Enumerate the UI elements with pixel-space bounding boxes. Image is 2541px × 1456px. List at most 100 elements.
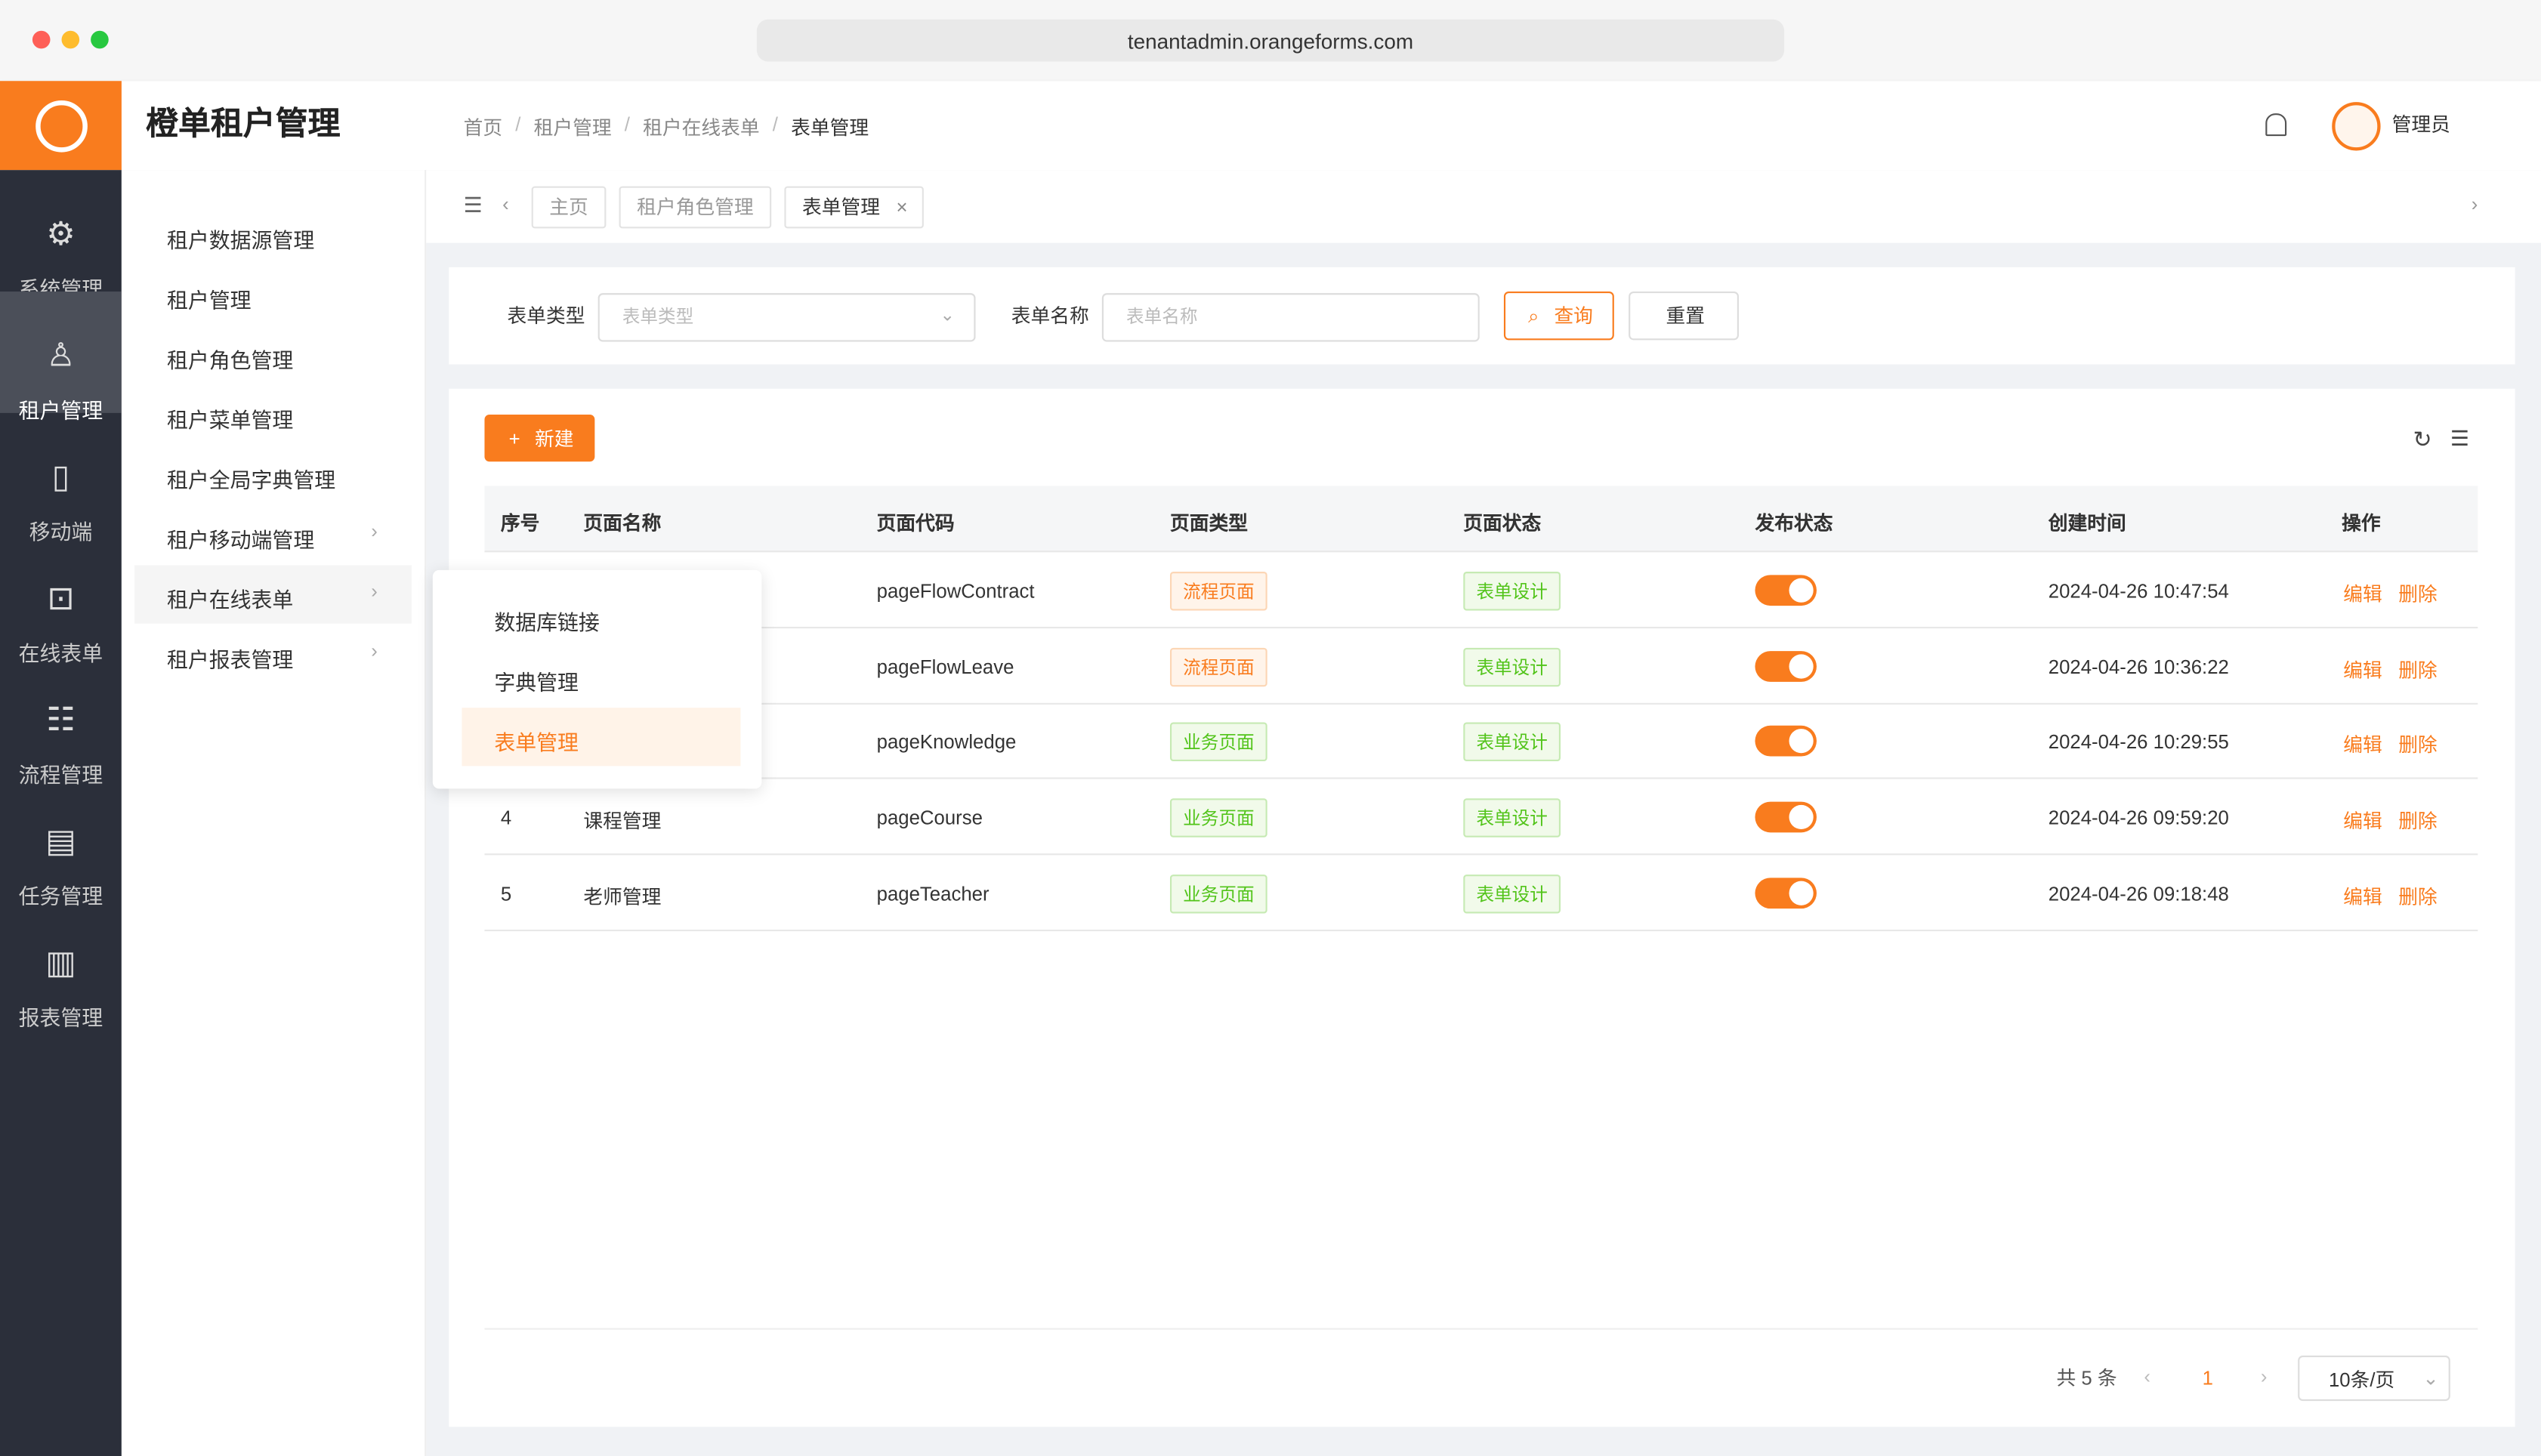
cell: 课程管理 [583,810,662,833]
sidebar-item[interactable]: ☷ 流程管理 [0,680,122,802]
icon: ▯ [51,460,70,496]
table-card: + 新建 ↻ ☰ 序号 页面名称 页面代码 页面类型 页面状态 发布状态 创建时间 操作 page… [449,388,2515,1427]
submenu-item[interactable]: 租户数据源管理 [134,205,412,264]
app-header: 橙单租户管理 首页 / 租户管理 / 租户在线表单 / 表单管理 管理员 [0,81,2541,171]
column-header: 序号 [500,511,540,535]
action-link[interactable]: 删除 [2398,583,2438,606]
submenu-item[interactable]: 租户在线表单 › [134,565,412,624]
type-tag: 业务页面 [1169,723,1267,762]
popover-item[interactable]: 表单管理 [462,708,741,767]
row-divider [484,626,2478,629]
breadcrumb: 首页 / 租户管理 / 租户在线表单 / 表单管理 [464,113,869,140]
label: 数据库链接 [494,610,600,635]
tab[interactable]: 主页 [531,186,607,229]
status-tag: 表单设计 [1463,874,1561,914]
action-link[interactable]: 删除 [2398,885,2438,908]
label: 租户角色管理 [637,196,754,219]
action-link[interactable]: 编辑 [2343,734,2382,757]
sidebar-item[interactable]: ▯ 移动端 [0,437,122,559]
sidebar: ⚙ 系统管理 ♙ 租户管理 ▯ 移动端 ⊡ 在线表单 ☷ 流程管理 ▤ 任务管理 ▥ 报表管理 [0,170,122,1456]
status-tag: 表单设计 [1463,798,1561,838]
publish-switch[interactable] [1755,650,1817,682]
search-button[interactable]: ⌕ 查询 [1503,292,1614,341]
tab[interactable]: 表单管理 × [784,186,924,229]
action-link[interactable]: 编辑 [2343,885,2382,908]
url-bar[interactable]: tenantadmin.orangeforms.com [756,19,1785,62]
logo [0,81,122,171]
icon: ☷ [46,702,76,739]
column-header: 操作 [2342,511,2381,535]
publish-switch[interactable] [1755,801,1817,833]
separator: / [772,113,778,137]
publish-switch[interactable] [1755,575,1817,606]
reset-button[interactable]: 重置 [1629,292,1740,341]
chevron: › [371,520,378,543]
cell: 5 [500,882,512,905]
type-select[interactable]: 表单类型 ⌄ [597,293,976,342]
submenu-item[interactable]: 租户全局字典管理 [134,446,412,504]
status-tag: 表单设计 [1463,723,1561,762]
column-header: 创建时间 [2048,511,2126,535]
popover-menu: 数据库链接字典管理 表单管理 [432,569,762,789]
label: 10条/页 [2328,1368,2395,1392]
type-tag: 业务页面 [1169,874,1267,914]
submenu-item[interactable]: 租户管理 [134,266,412,324]
cell: 老师管理 [583,885,662,908]
cell: 2024-04-26 10:36:22 [2048,655,2229,678]
publish-switch[interactable] [1755,726,1817,757]
sidebar-item[interactable]: ▤ 任务管理 [0,802,122,924]
column-header: 页面代码 [876,511,955,535]
refresh[interactable]: ↻ [2413,426,2432,452]
popover-item[interactable]: 字典管理 [462,648,740,706]
avatar[interactable] [2332,102,2381,151]
page-size[interactable]: 10条/页 ⌄ [2298,1356,2450,1402]
sidebar-item[interactable]: ⊡ 在线表单 [0,559,122,680]
column-settings[interactable]: ☰ [2450,426,2469,451]
popover-item[interactable]: 数据库链接 [462,588,740,646]
tab[interactable]: 租户角色管理 [619,186,772,229]
submenu-item[interactable]: 租户菜单管理 [134,385,412,443]
label: 表单管理 [802,196,881,219]
user-name[interactable]: 管理员 [2391,113,2450,137]
sidebar-item[interactable]: ▥ 报表管理 [0,923,122,1044]
status-tag: 表单设计 [1463,647,1561,686]
action-link[interactable]: 编辑 [2343,659,2382,682]
cell: 4 [500,807,512,830]
label: 租户管理 [18,398,103,423]
page-number[interactable]: 1 [2202,1367,2213,1390]
separator: / [624,113,630,137]
label: 租户菜单管理 [166,408,294,433]
breadcrumb-item[interactable]: 租户管理 [533,116,612,140]
label: 租户角色管理 [166,348,294,373]
column-header: 页面状态 [1463,511,1542,535]
action-link[interactable]: 编辑 [2343,810,2382,833]
new-button[interactable]: + 新建 [484,415,595,462]
tab-bar: ☰ ‹ › 主页 租户角色管理 表单管理 × [426,170,2541,243]
action-link[interactable]: 删除 [2398,734,2438,757]
submenu-item[interactable]: 租户报表管理 › [134,625,412,683]
action-link[interactable]: 编辑 [2343,583,2382,606]
filter-card: 表单类型 表单类型 ⌄ 表单名称 表单名称 ⌕ 查询 重置 [449,267,2515,365]
submenu-item[interactable]: 租户移动端管理 › [134,505,412,563]
row-divider [484,929,2478,931]
placeholder: 表单名称 [1126,307,1198,328]
name-input[interactable]: 表单名称 [1101,293,1480,342]
submenu-item[interactable]: 租户角色管理 [134,325,412,384]
action-link[interactable]: 删除 [2398,659,2438,682]
status-tag: 表单设计 [1463,572,1561,611]
label: 租户在线表单 [166,588,294,612]
switch-knob [1789,881,1814,905]
sidebar-item[interactable]: ♙ 租户管理 [0,292,122,423]
bell[interactable] [2265,113,2287,137]
type-tag: 业务页面 [1169,798,1267,838]
icon: ♙ [46,338,76,375]
breadcrumb-item[interactable]: 租户在线表单 [643,116,760,140]
close[interactable]: × [896,196,908,219]
action-link[interactable]: 删除 [2398,810,2438,833]
breadcrumb-item[interactable]: 首页 [463,116,503,140]
tabs: 主页 租户角色管理 表单管理 × [531,186,924,229]
label: 租户全局字典管理 [166,467,336,492]
publish-switch[interactable] [1755,877,1817,908]
column-header: 页面类型 [1169,511,1248,535]
